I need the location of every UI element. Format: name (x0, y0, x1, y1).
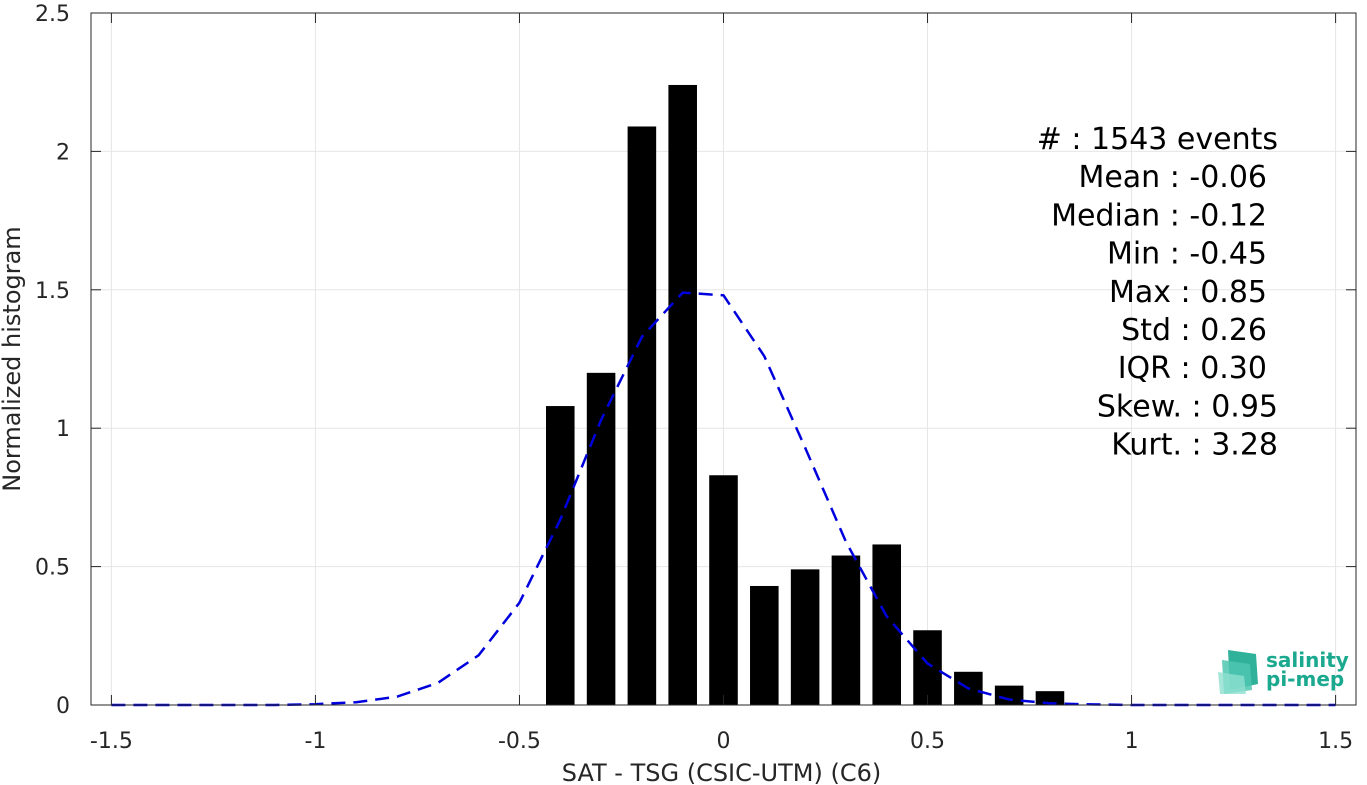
histogram-bar (831, 555, 861, 705)
axis-ticks (91, 12, 1356, 706)
histogram-bar (872, 544, 902, 705)
y-tick-label: 2.5 (35, 2, 70, 27)
y-tick-label: 1.5 (35, 279, 70, 304)
x-axis-title: SAT - TSG (CSIC-UTM) (C6) (562, 759, 881, 785)
y-tick-labels: 0 0.5 1 1.5 2 2.5 (35, 2, 70, 719)
x-tick-label: -1 (304, 729, 326, 754)
stat-line: IQR : 0.30 (1118, 351, 1267, 386)
x-tick-labels: -1.5 -1 -0.5 0 0.5 1 1.5 (90, 729, 1353, 754)
x-tick-label: -1.5 (90, 729, 133, 754)
stat-line: Skew. : 0.95 (1097, 389, 1278, 424)
histogram-bar (545, 406, 575, 705)
histogram-bar (668, 84, 697, 705)
histogram-bar (913, 630, 942, 705)
stat-line: # : 1543 events (1037, 122, 1278, 157)
bars (545, 84, 1065, 706)
y-axis-title: Normalized histogram (0, 226, 26, 491)
x-tick-label: 0 (717, 729, 731, 754)
histogram-bar (627, 126, 657, 706)
x-tick-label: 0.5 (910, 729, 945, 754)
stat-line: Median : -0.12 (1051, 198, 1267, 233)
y-tick-label: 1 (56, 417, 70, 442)
histogram-bar (790, 569, 820, 705)
stat-line: Max : 0.85 (1109, 275, 1267, 310)
logo-icon (1218, 650, 1258, 694)
stat-line: Mean : -0.06 (1078, 160, 1267, 195)
y-tick-label: 0.5 (35, 556, 70, 581)
histogram-bar (709, 475, 738, 705)
y-tick-label: 2 (56, 140, 70, 165)
stat-line: Std : 0.26 (1121, 313, 1267, 348)
histogram-bar (586, 372, 616, 705)
logo-text-pi-mep: pi-mep (1266, 667, 1344, 691)
x-tick-label: 1 (1125, 729, 1139, 754)
histogram-bar (994, 685, 1024, 705)
x-tick-label: 1.5 (1318, 729, 1353, 754)
x-tick-label: -0.5 (498, 729, 541, 754)
logo-text-salinity: salinity (1266, 648, 1349, 672)
salinity-pi-mep-logo: salinity pi-mep (1218, 648, 1349, 694)
histogram-bar (750, 585, 779, 705)
stat-line: Min : -0.45 (1107, 237, 1267, 272)
stat-line: Kurt. : 3.28 (1111, 428, 1278, 463)
y-tick-label: 0 (56, 694, 70, 719)
